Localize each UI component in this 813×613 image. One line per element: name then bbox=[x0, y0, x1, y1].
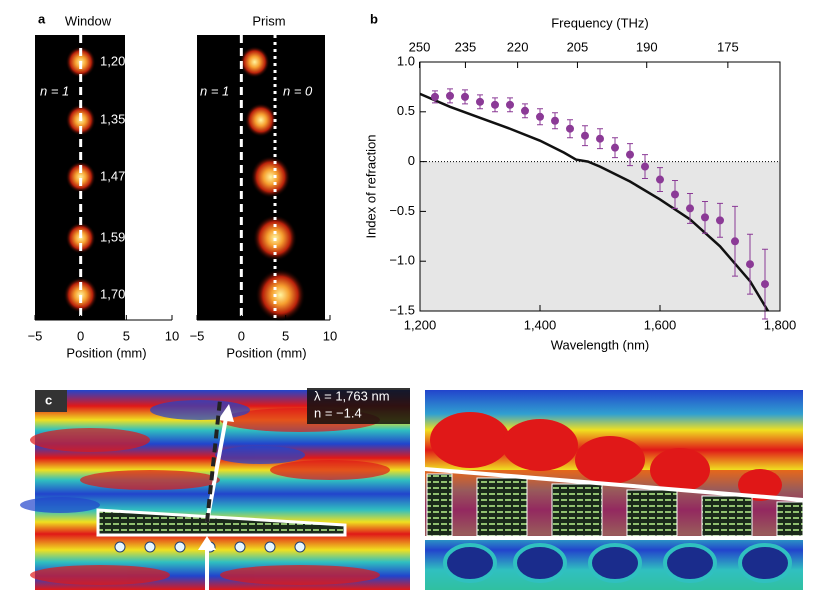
panel-label: c bbox=[45, 392, 52, 407]
x2-tick-label: 190 bbox=[636, 39, 658, 54]
x-tick-label: 1,400 bbox=[524, 317, 557, 332]
beam-spot bbox=[239, 46, 270, 78]
y-tick-label: −1.0 bbox=[389, 253, 415, 268]
data-point bbox=[611, 143, 619, 152]
index-label: n = −1.4 bbox=[314, 405, 362, 420]
data-point bbox=[686, 204, 694, 213]
x-tick-label: 5 bbox=[282, 328, 289, 343]
index-label: n = 1 bbox=[40, 83, 69, 98]
negative-region bbox=[420, 161, 780, 311]
data-point bbox=[626, 150, 634, 159]
data-point bbox=[731, 237, 739, 246]
beam-spot bbox=[255, 268, 306, 322]
data-point bbox=[446, 91, 454, 100]
index-label: n = 0 bbox=[283, 83, 313, 98]
panel-label: b bbox=[370, 11, 378, 26]
data-point bbox=[551, 116, 559, 125]
x2-tick-label: 205 bbox=[567, 39, 589, 54]
image-title: Prism bbox=[252, 13, 285, 28]
x2-tick-label: 175 bbox=[717, 39, 739, 54]
data-point bbox=[761, 280, 769, 289]
y-tick-label: 1.0 bbox=[397, 53, 415, 68]
data-point bbox=[746, 260, 754, 269]
y-tick-label: −1.5 bbox=[389, 302, 415, 317]
data-point bbox=[656, 175, 664, 184]
wavelength-label: 1,700 nm bbox=[100, 286, 154, 301]
x-axis-label: Position (mm) bbox=[226, 345, 306, 360]
data-point bbox=[521, 106, 529, 115]
x-axis-label: Wavelength (nm) bbox=[551, 337, 650, 352]
x2-tick-label: 220 bbox=[507, 39, 529, 54]
simulation-left bbox=[20, 388, 410, 590]
data-point bbox=[596, 134, 604, 143]
wavelength-label: 1,350 nm bbox=[100, 111, 154, 126]
panel-label: a bbox=[38, 11, 46, 26]
y-tick-label: −0.5 bbox=[389, 203, 415, 218]
beam-spot bbox=[65, 161, 96, 193]
x-tick-label: 0 bbox=[238, 328, 245, 343]
index-label: n = 1 bbox=[200, 83, 229, 98]
image-title: Window bbox=[65, 13, 112, 28]
x-tick-label: 10 bbox=[165, 328, 179, 343]
x2-tick-label: 235 bbox=[455, 39, 477, 54]
data-point bbox=[431, 92, 439, 101]
data-point bbox=[701, 213, 709, 222]
simulation-right bbox=[424, 390, 804, 590]
x-tick-label: 1,600 bbox=[644, 317, 677, 332]
y-tick-label: 0.5 bbox=[397, 103, 415, 118]
x-tick-label: 5 bbox=[123, 328, 130, 343]
data-point bbox=[641, 162, 649, 171]
x-tick-label: 1,200 bbox=[404, 317, 437, 332]
wavelength-label: 1,200 nm bbox=[100, 53, 154, 68]
y-tick-label: 0 bbox=[408, 153, 415, 168]
data-point bbox=[506, 100, 514, 109]
x-tick-label: 1,800 bbox=[764, 317, 797, 332]
plot-frame bbox=[419, 61, 781, 312]
data-point bbox=[491, 100, 499, 109]
theory-curve bbox=[419, 92, 770, 312]
x-tick-label: 0 bbox=[77, 328, 84, 343]
x-tick-label: −5 bbox=[28, 328, 43, 343]
wavelength-label: λ = 1,763 nm bbox=[314, 388, 390, 403]
data-point bbox=[581, 131, 589, 140]
x-axis-label: Position (mm) bbox=[66, 345, 146, 360]
data-point bbox=[461, 92, 469, 101]
data-point bbox=[476, 97, 484, 106]
x-tick-label: 10 bbox=[323, 328, 337, 343]
beam-spot bbox=[244, 103, 277, 137]
wavelength-label: 1,590 nm bbox=[100, 229, 154, 244]
data-point bbox=[566, 124, 574, 133]
x2-tick-label: 250 bbox=[409, 39, 431, 54]
data-point bbox=[671, 190, 679, 199]
x-tick-label: −5 bbox=[190, 328, 205, 343]
beam-spot bbox=[250, 156, 291, 198]
data-point bbox=[536, 112, 544, 121]
y-axis-label: Index of refraction bbox=[363, 134, 378, 238]
wavelength-label: 1,475 nm bbox=[100, 168, 154, 183]
data-point bbox=[716, 216, 724, 225]
x2-axis-label: Frequency (THz) bbox=[551, 15, 649, 30]
